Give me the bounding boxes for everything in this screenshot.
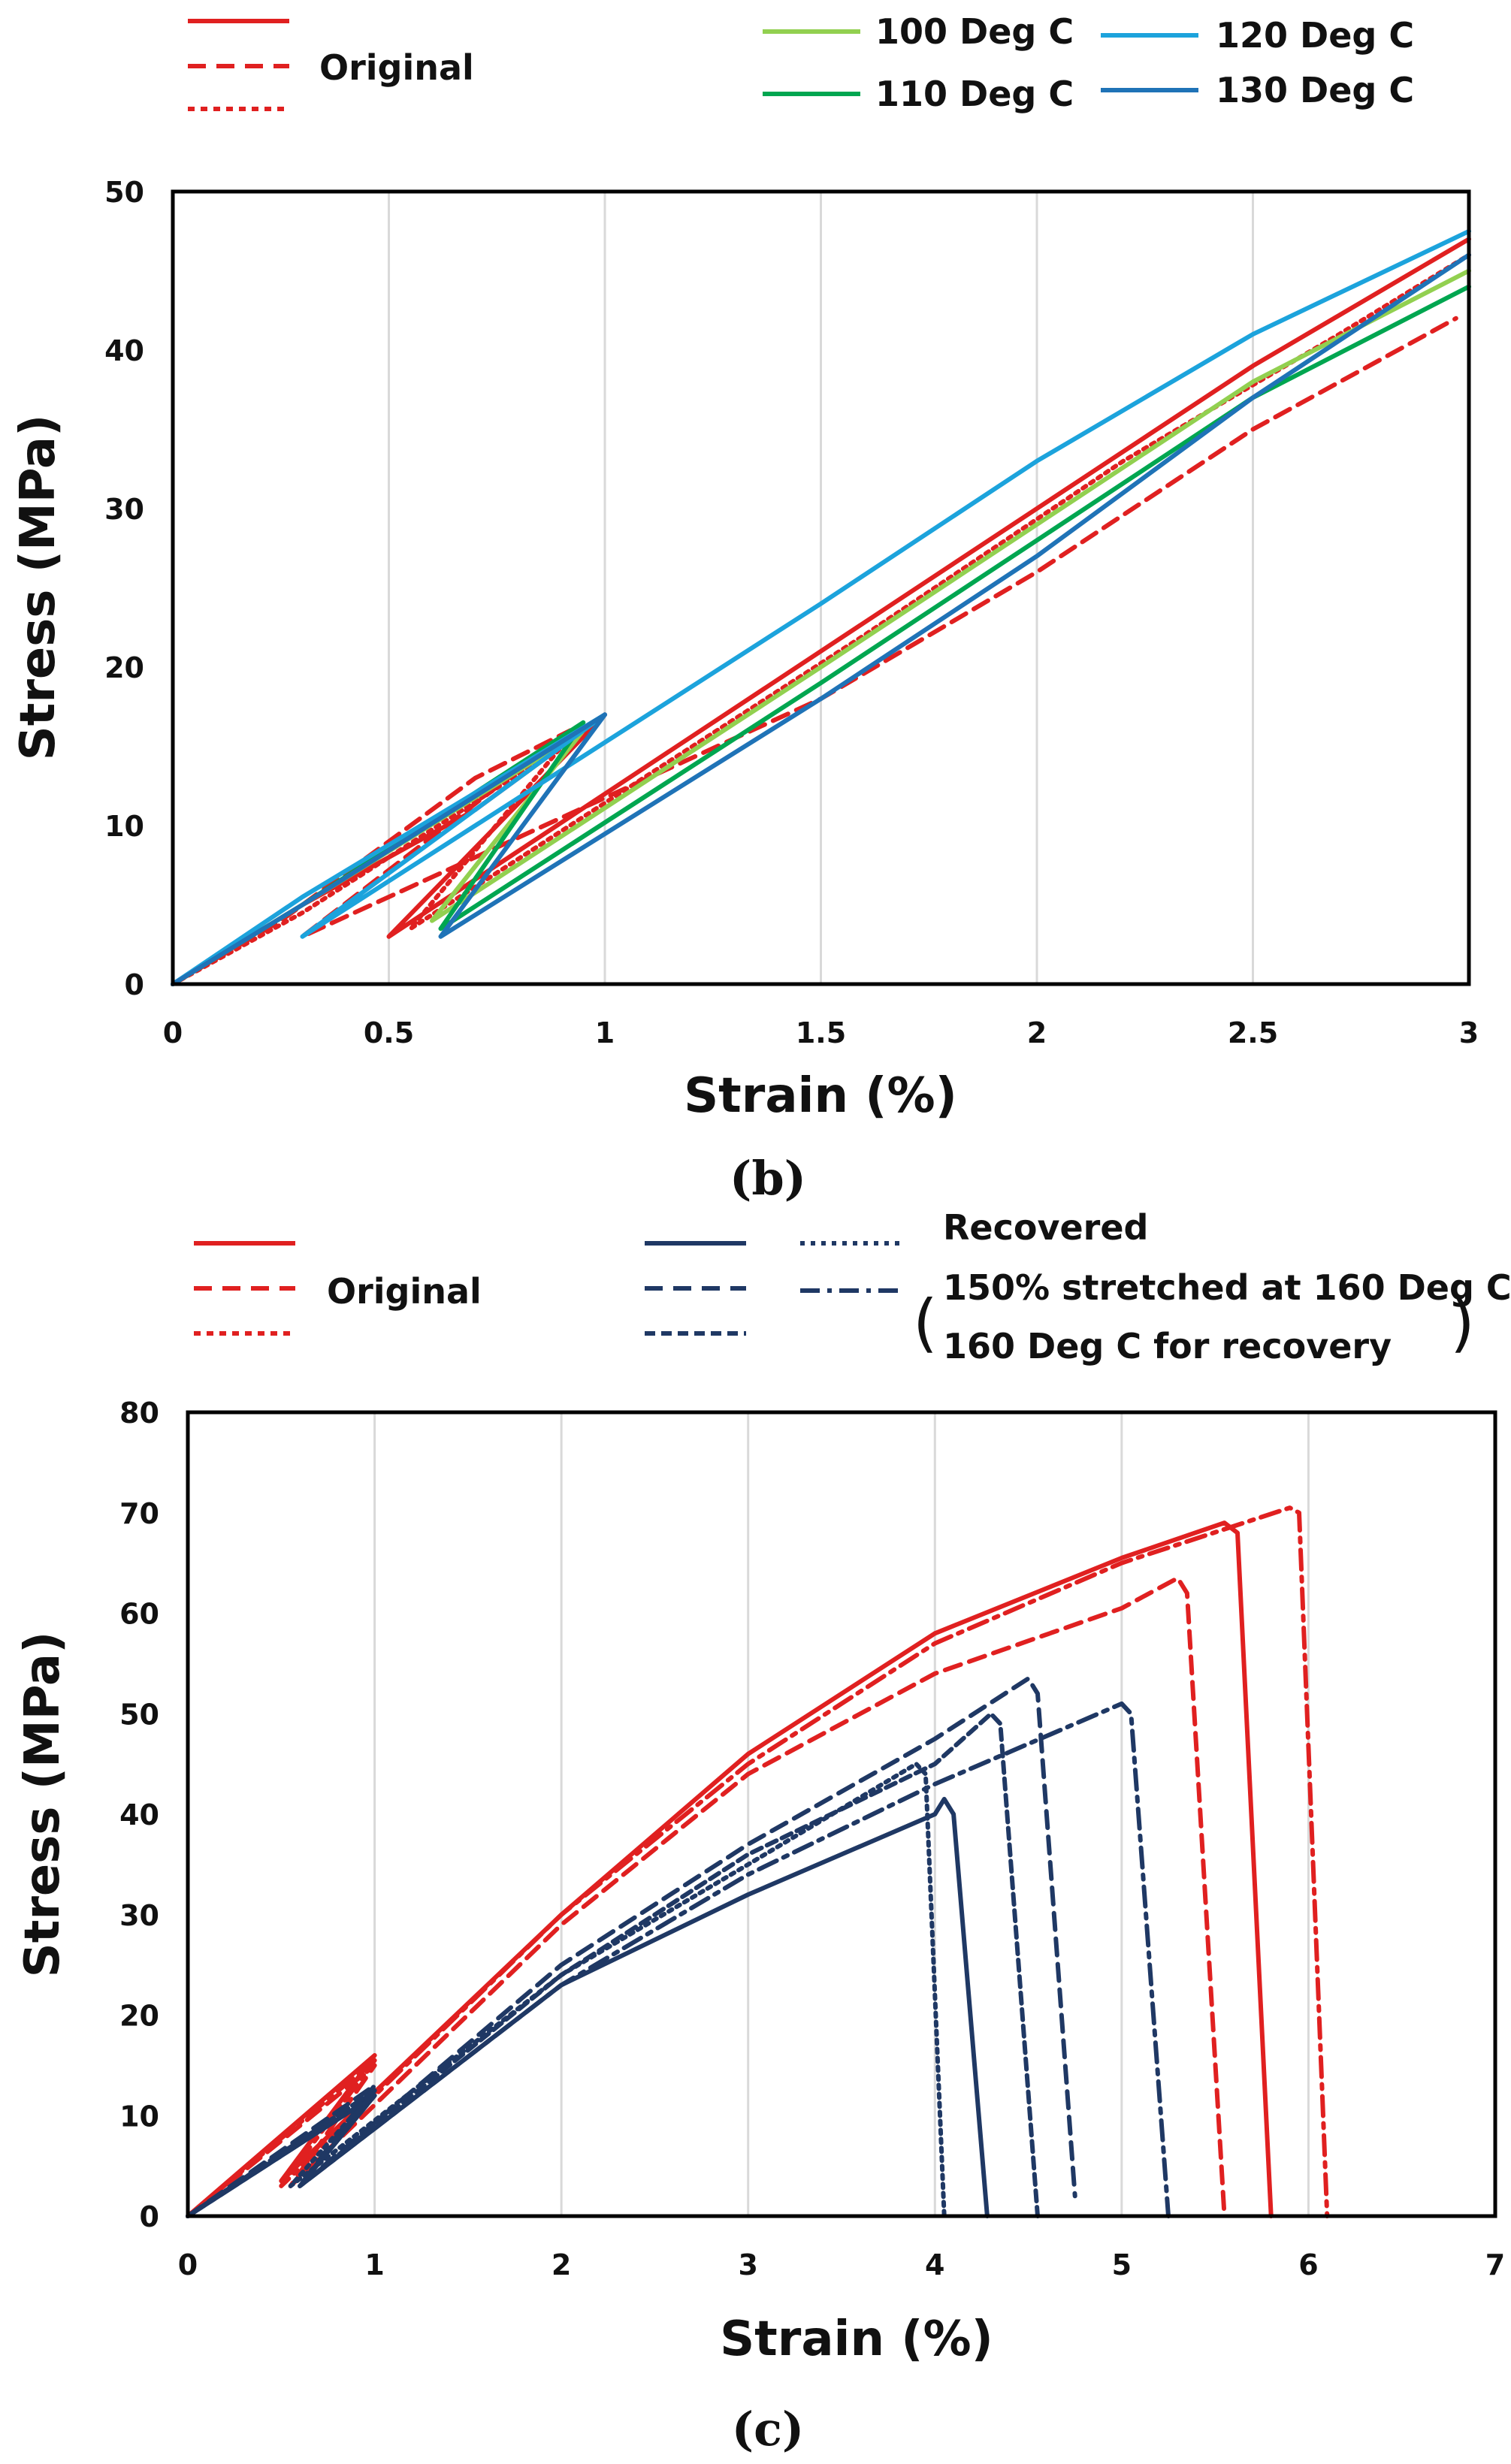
legend-b-100-label: 100 Deg C — [875, 11, 1074, 52]
panel-b-caption: (b) — [730, 1151, 806, 1206]
chart-b-plot-frame — [171, 189, 1471, 986]
y-tick-label-c-2: 20 — [119, 2000, 159, 2033]
x-tick-label-b-5: 2.5 — [1228, 1016, 1278, 1049]
x-tick-label-b-3: 1.5 — [796, 1016, 846, 1049]
y-tick-label-c-7: 70 — [119, 1497, 159, 1530]
x-tick-label-c-1: 1 — [364, 2248, 384, 2281]
chart-c-series — [186, 1505, 1330, 2218]
x-tick-label-c-7: 7 — [1485, 2248, 1505, 2281]
x-tick-label-b-4: 2 — [1027, 1016, 1047, 1049]
x-tick-label-c-0: 0 — [178, 2248, 198, 2281]
legend-b-130-label: 130 Deg C — [1216, 70, 1414, 110]
x-tick-label-b-6: 3 — [1459, 1016, 1479, 1049]
series-line-c-5 — [186, 1762, 947, 2218]
x-tick-label-c-3: 3 — [738, 2248, 757, 2281]
chart-c: 0 1 2 3 4 5 6 7 0 10 20 30 40 50 60 70 80 Strain (%) St… — [15, 1397, 1505, 2456]
chart-c-y-ticks: 0 10 20 30 40 50 60 70 80 — [119, 1397, 159, 2233]
series-line-b-1 — [171, 316, 1458, 986]
x-tick-label-c-6: 6 — [1298, 2248, 1318, 2281]
series-line-c-7 — [186, 1711, 1040, 2218]
x-tick-label-b-1: 0.5 — [364, 1016, 414, 1049]
legend-b-110-label: 110 Deg C — [875, 74, 1074, 114]
x-tick-label-b-0: 0 — [163, 1016, 183, 1049]
chart-b-y-axis-label: Stress (MPa) — [11, 415, 66, 761]
chart-c-grid — [373, 1412, 1310, 2216]
y-tick-label-c-6: 60 — [119, 1598, 159, 1631]
panel-c-close-paren: ) — [782, 2402, 804, 2456]
chart-b: 0 0.5 1 1.5 2 2.5 3 0 10 20 30 40 50 Strain (%) Str… — [11, 176, 1479, 1206]
series-line-b-6 — [171, 252, 1471, 986]
legend-c-recovered-label: Recovered — [943, 1207, 1148, 1248]
legend-b-120-label: 120 Deg C — [1216, 15, 1414, 56]
legend-c: Original Recovered ( 150% stretched at 1… — [194, 1207, 1511, 1366]
panel-b-letter: b — [751, 1151, 784, 1206]
y-tick-label-c-1: 10 — [119, 2100, 159, 2133]
chart-b-y-ticks: 0 10 20 30 40 50 — [104, 176, 144, 1001]
y-tick-label-c-4: 40 — [119, 1798, 159, 1831]
x-tick-label-b-2: 1 — [595, 1016, 615, 1049]
chart-b-x-axis-label: Strain (%) — [684, 1068, 957, 1124]
legend-c-open-paren: ( — [913, 1286, 938, 1360]
panel-c-letter: c — [754, 2402, 782, 2456]
legend-c-original-label: Original — [327, 1271, 482, 1312]
chart-c-x-ticks: 0 1 2 3 4 5 6 7 — [178, 2248, 1505, 2281]
legend-c-condition-line2: 160 Deg C for recovery — [943, 1326, 1392, 1366]
y-tick-label-b-1: 10 — [104, 810, 144, 843]
series-line-c-1 — [186, 1575, 1227, 2218]
x-tick-label-c-5: 5 — [1112, 2248, 1132, 2281]
legend-c-close-paren: ) — [1450, 1286, 1475, 1360]
panel-b-close-paren: ) — [784, 1151, 806, 1206]
panel-c-open-paren: ( — [732, 2402, 754, 2456]
y-tick-label-b-3: 30 — [104, 493, 144, 526]
y-tick-label-c-8: 80 — [119, 1397, 159, 1430]
y-tick-label-b-4: 40 — [104, 334, 144, 367]
chart-c-y-axis-label: Stress (MPa) — [15, 1632, 71, 1978]
panel-c-caption: (c) — [732, 2402, 804, 2456]
chart-b-x-ticks: 0 0.5 1 1.5 2 2.5 3 — [163, 1016, 1479, 1049]
x-tick-label-c-2: 2 — [552, 2248, 571, 2281]
y-tick-label-b-5: 50 — [104, 176, 144, 209]
panel-b-open-paren: ( — [730, 1151, 751, 1206]
y-tick-label-c-0: 0 — [140, 2200, 159, 2233]
y-tick-label-c-3: 30 — [119, 1899, 159, 1932]
y-tick-label-c-5: 50 — [119, 1698, 159, 1731]
chart-c-x-axis-label: Strain (%) — [720, 2312, 993, 2367]
x-tick-label-c-4: 4 — [925, 2248, 944, 2281]
legend-b: Original 100 Deg C 110 Deg C 120 Deg C 1… — [188, 11, 1414, 114]
chart-b-series — [171, 228, 1471, 986]
y-tick-label-b-0: 0 — [125, 968, 144, 1001]
y-tick-label-b-2: 20 — [104, 651, 144, 684]
chart-c-plot-frame — [186, 1410, 1497, 2218]
legend-c-condition-line1: 150% stretched at 160 Deg C — [943, 1267, 1511, 1308]
legend-b-original-label: Original — [319, 47, 474, 88]
